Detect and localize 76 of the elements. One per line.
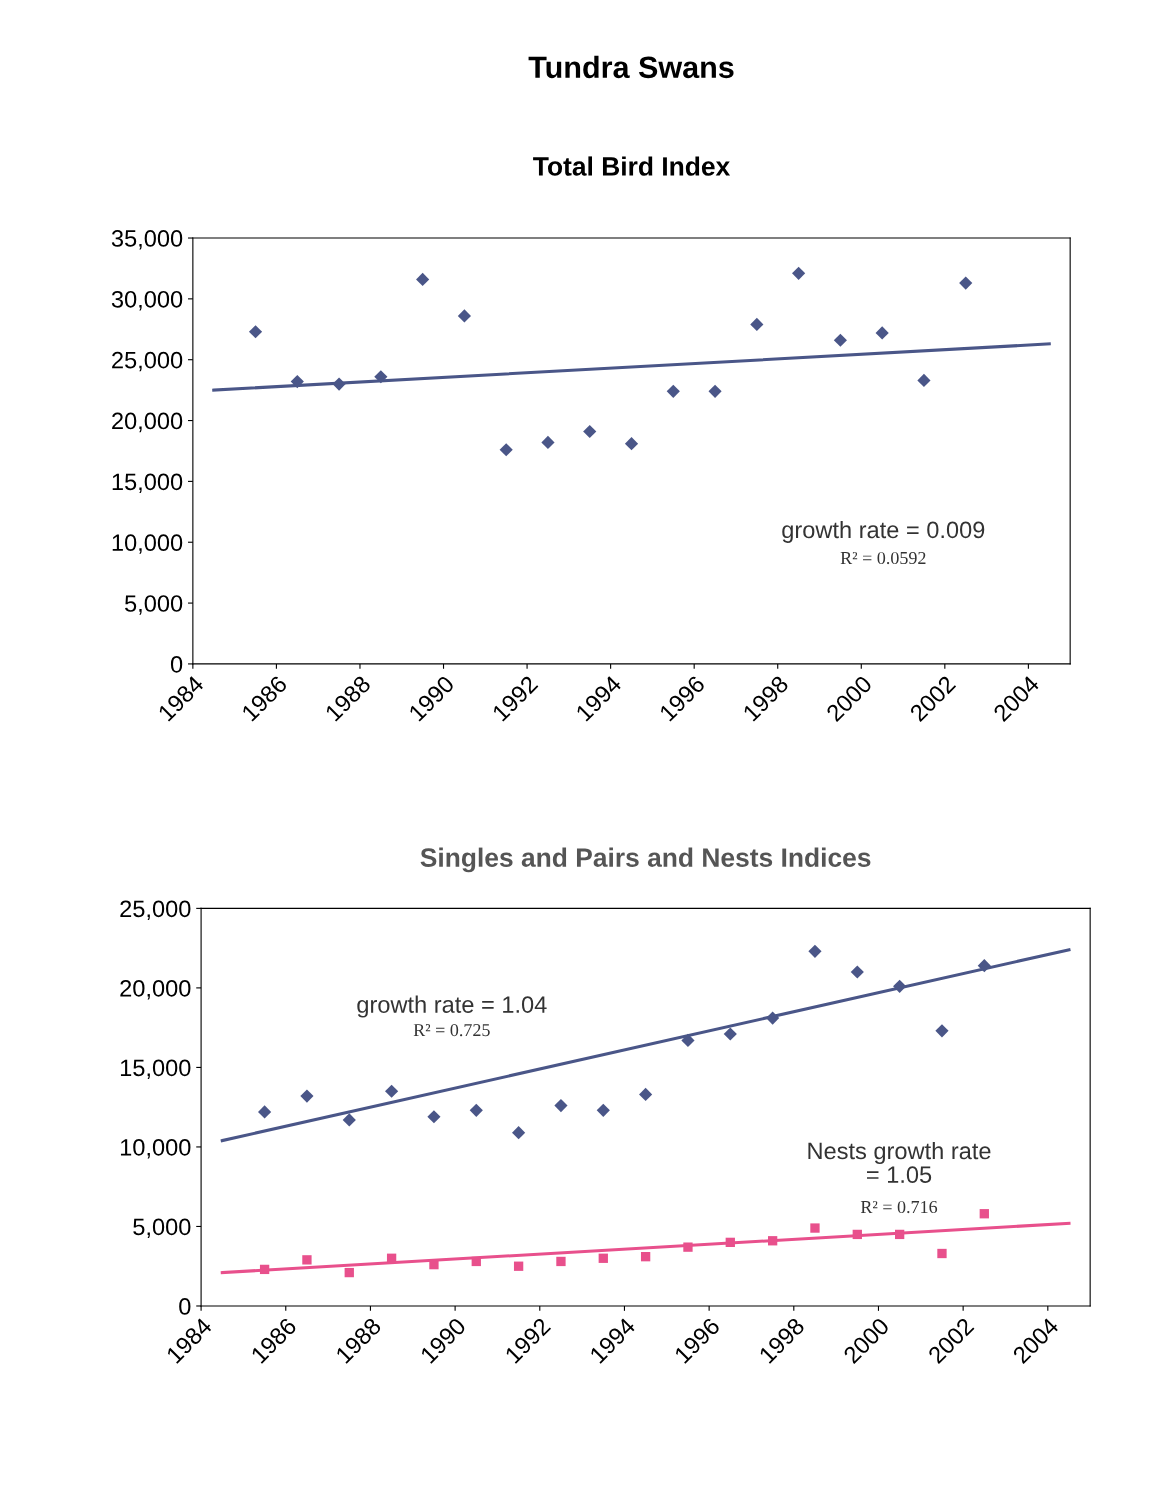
point — [766, 1011, 780, 1025]
y-tick-label: 5,000 — [133, 1218, 191, 1239]
point — [342, 1113, 356, 1127]
point — [499, 443, 513, 457]
point — [893, 979, 907, 993]
point — [894, 1229, 905, 1240]
point — [554, 1099, 568, 1113]
point — [750, 317, 764, 332]
point — [290, 375, 304, 389]
point — [917, 373, 931, 387]
point — [541, 435, 555, 450]
point — [344, 1267, 354, 1278]
point — [977, 959, 991, 973]
point — [583, 424, 597, 439]
point — [598, 1253, 608, 1263]
annotation: R² = 0.716 — [860, 1200, 938, 1214]
point — [666, 384, 680, 398]
point — [833, 333, 847, 347]
point — [723, 1027, 737, 1041]
chart-subtitle: Total Bird Index — [533, 156, 731, 176]
annotation: R² = 0.0592 — [840, 551, 926, 565]
point — [471, 1256, 481, 1267]
annotation: R² = 0.725 — [413, 1023, 490, 1037]
y-tick-label: 0 — [170, 655, 183, 673]
point — [513, 1261, 524, 1271]
y-tick-label: 20,000 — [112, 412, 183, 433]
point — [935, 1024, 949, 1038]
y-tick-label: 25,000 — [120, 900, 191, 920]
point — [427, 1110, 441, 1124]
point — [386, 1253, 397, 1263]
point — [959, 276, 973, 290]
point — [300, 1089, 314, 1103]
y-tick-label: 25,000 — [112, 351, 183, 372]
point — [596, 1103, 610, 1117]
point — [725, 1237, 735, 1248]
point — [875, 326, 889, 340]
y-tick-label: 15,000 — [120, 1059, 191, 1079]
point — [248, 325, 263, 339]
point — [469, 1103, 483, 1117]
point — [767, 1236, 778, 1246]
point — [979, 1209, 989, 1219]
point — [374, 370, 388, 384]
point — [512, 1126, 526, 1140]
point — [302, 1255, 312, 1265]
point — [852, 1229, 862, 1240]
point — [683, 1242, 693, 1252]
y-tick-label: 20,000 — [120, 979, 191, 1000]
y-tick-label: 30,000 — [111, 290, 183, 311]
point — [416, 272, 430, 286]
point — [681, 1033, 695, 1047]
point — [624, 437, 639, 451]
point — [640, 1252, 651, 1262]
annotation: growth rate = 1.04 — [357, 995, 547, 1018]
y-tick-label: 10,000 — [112, 534, 183, 554]
y-tick-label: 35,000 — [111, 230, 183, 250]
y-tick-label: 5,000 — [125, 595, 183, 615]
point — [258, 1105, 272, 1119]
point — [708, 384, 722, 398]
point — [385, 1084, 399, 1098]
y-tick-label: 10,000 — [120, 1139, 191, 1159]
point — [332, 377, 346, 391]
chart-title: Singles and Pairs and Nests Indices — [420, 847, 871, 873]
point — [937, 1248, 947, 1259]
point — [792, 266, 806, 280]
point — [810, 1223, 820, 1233]
chart-title: Tundra Swans — [528, 55, 734, 79]
y-tick-label: 0 — [179, 1298, 191, 1315]
point — [457, 309, 471, 323]
y-tick-label: 15,000 — [112, 473, 183, 493]
point — [556, 1256, 566, 1267]
annotation: Nests growth rate = 1.05 — [808, 1141, 991, 1184]
point — [850, 965, 864, 979]
annotation: growth rate = 0.009 — [782, 520, 985, 543]
point — [808, 944, 822, 958]
point — [639, 1087, 653, 1102]
point — [259, 1264, 270, 1275]
